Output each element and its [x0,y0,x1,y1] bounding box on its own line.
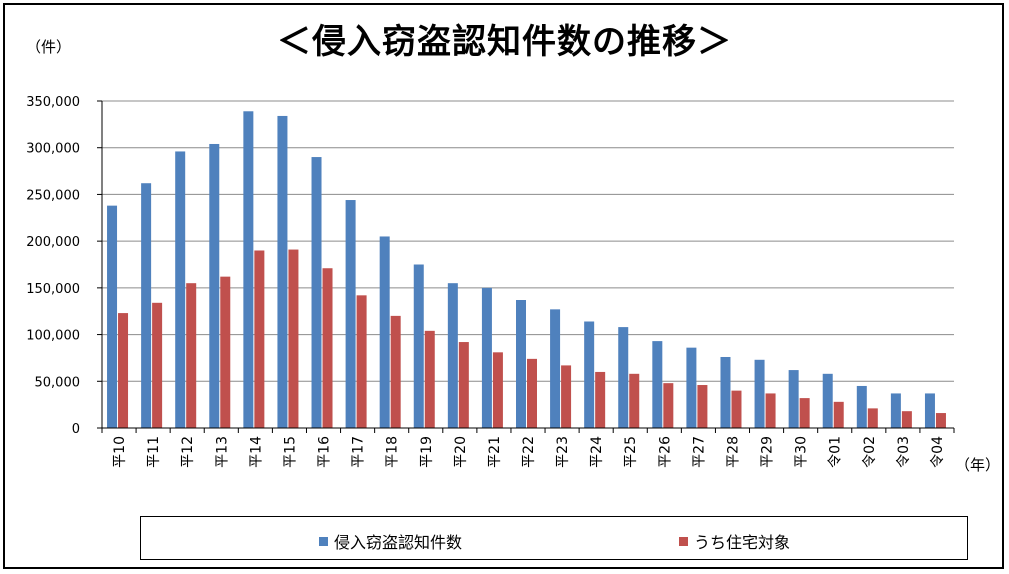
legend-label-total: 侵入窃盗認知件数 [334,533,463,552]
bar-residential [288,249,299,428]
bar-residential [833,401,844,428]
bar-residential [118,313,129,428]
x-axis-unit-label: （年） [955,456,1001,474]
bar-residential [629,373,640,428]
y-tick-label: 200,000 [26,235,80,250]
bar-total [243,111,254,428]
bar-residential [186,283,197,428]
y-tick-label: 100,000 [26,329,80,344]
x-tick-label: 平13 [214,436,230,468]
legend-swatch-total [319,536,328,546]
bar-total [413,264,424,428]
y-axis-tick-labels: 0 50,000 100,000 150,000 200,000 250,000 300,0… [26,95,102,437]
bar-residential [424,330,435,428]
x-tick-label: 平10 [112,436,128,468]
bar-total [652,341,663,428]
x-tick-label: 平29 [760,436,776,468]
x-tick-label: 平14 [248,436,264,468]
x-tick-label: 平21 [487,436,503,468]
bar-total [754,359,765,428]
x-tick-label: 平24 [589,436,605,468]
axes [101,101,954,429]
x-tick-label: 平15 [282,436,298,468]
bar-total [788,370,799,428]
x-tick-label: 平22 [521,436,537,468]
legend-item-total: 侵入窃盗認知件数 [319,529,462,553]
x-tick-label: 平19 [419,436,435,468]
bar-total [686,347,697,428]
y-tick-label: 150,000 [26,282,80,297]
bar-residential [527,358,537,428]
y-tick-label: 50,000 [35,375,81,390]
x-tick-label: 平20 [453,436,469,468]
x-tick-label: 平12 [180,436,196,468]
bar-total [141,183,152,428]
bar-total [516,300,526,428]
y-tick-label: 0 [72,422,80,437]
bar-total [618,327,629,428]
chart-title: ＜侵入窃盗認知件数の推移＞ [277,22,732,62]
bar-residential [799,398,810,428]
x-tick-label: 平30 [794,436,810,468]
bar-residential [390,315,401,428]
legend-swatch-residential [679,536,688,546]
bar-total [311,157,322,429]
legend: 侵入窃盗認知件数 うち住宅対象 [140,516,968,560]
x-tick-label: 平26 [657,436,673,468]
chart-frame [3,3,1004,569]
x-tick-label: 平16 [317,436,333,468]
bar-residential [458,342,469,428]
bar-total [720,356,731,428]
bar-total [856,385,867,428]
x-tick-label: 平27 [691,436,707,468]
bar-residential [731,390,742,428]
bar-residential [561,365,572,428]
bar-total [107,205,118,428]
bar-residential [765,393,776,428]
bar-residential [254,250,265,428]
bar-total [379,236,390,428]
bar-total [822,373,833,428]
x-axis-tick-labels: 平10 平11 平12 平13 平14 平15 平16 平17 平18 平19 平20 平21 平22 平… [101,428,955,468]
bar-residential [492,352,503,428]
bar-total [890,393,901,428]
bars [107,111,946,429]
x-tick-label: 平25 [623,436,639,468]
x-tick-label: 平17 [351,436,367,468]
bar-total [277,115,288,428]
bar-total [209,143,220,428]
bar-total [924,393,935,428]
x-tick-label: 令03 [896,436,912,468]
bar-residential [697,385,708,428]
bar-residential [663,383,674,428]
x-tick-label: 令02 [862,436,878,468]
y-axis-unit-label: （件） [26,38,72,56]
bar-residential [595,371,606,428]
x-tick-label: 平23 [555,436,571,468]
legend-item-residential: うち住宅対象 [679,529,790,553]
x-tick-label: 令04 [930,436,946,468]
y-tick-label: 250,000 [26,188,80,203]
bar-residential [322,268,333,428]
bar-total [345,200,356,428]
bar-total [481,287,492,428]
bar-total [175,151,186,429]
bar-residential [935,413,946,428]
bar-residential [152,302,163,428]
x-tick-label: 令01 [828,436,844,468]
x-tick-label: 平18 [385,436,401,468]
x-tick-label: 平11 [146,436,162,468]
bar-total [550,309,561,428]
legend-label-residential: うち住宅対象 [694,533,791,552]
bar-residential [356,295,367,428]
bar-residential [867,408,878,428]
bar-total [447,283,458,428]
bar-residential [220,276,231,428]
x-tick-label: 平28 [725,436,741,468]
y-tick-label: 350,000 [26,95,80,110]
bar-total [584,321,595,428]
y-tick-label: 300,000 [26,142,80,157]
bar-residential [901,411,912,428]
